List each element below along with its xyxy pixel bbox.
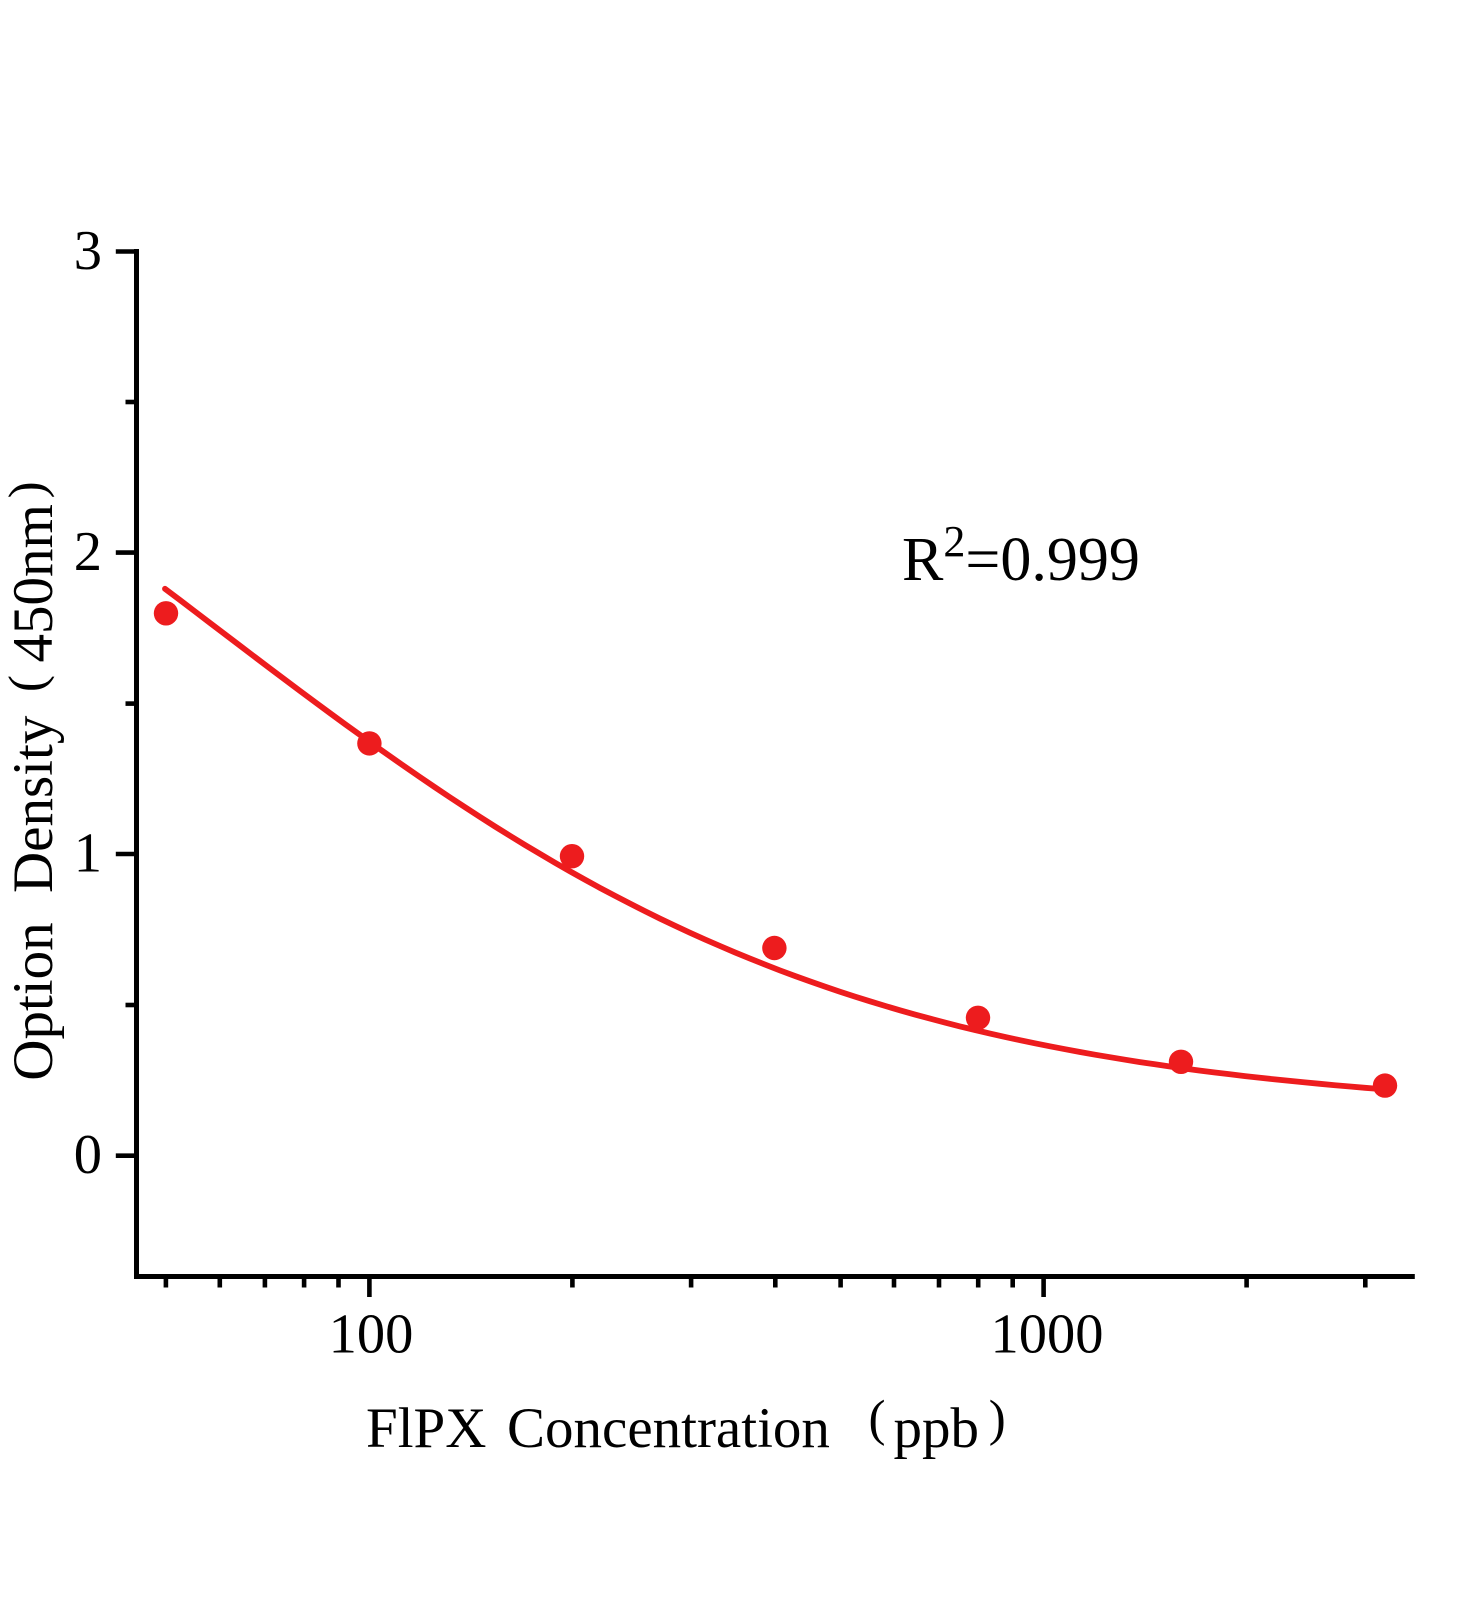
svg-text:Option: Option — [2, 922, 65, 1080]
svg-text:ppb: ppb — [894, 1397, 980, 1460]
svg-text:(: ( — [0, 675, 56, 692]
svg-text:(: ( — [869, 1391, 886, 1447]
svg-text:): ) — [989, 1391, 1006, 1447]
svg-text:0: 0 — [74, 1124, 102, 1186]
svg-text:R2=0.999: R2=0.999 — [902, 517, 1140, 594]
svg-text:FlPX: FlPX — [366, 1397, 486, 1460]
svg-text:1: 1 — [74, 822, 102, 884]
svg-text:100: 100 — [329, 1304, 414, 1366]
svg-text:3: 3 — [74, 220, 102, 282]
svg-text:Density: Density — [2, 715, 65, 893]
svg-text:Concentration: Concentration — [507, 1397, 830, 1460]
svg-text:1000: 1000 — [991, 1304, 1104, 1366]
svg-text:): ) — [0, 481, 56, 498]
svg-text:450nm: 450nm — [2, 504, 65, 662]
svg-text:2: 2 — [74, 521, 102, 583]
